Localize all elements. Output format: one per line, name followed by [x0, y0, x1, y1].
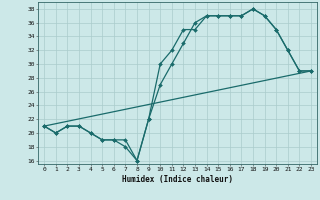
X-axis label: Humidex (Indice chaleur): Humidex (Indice chaleur) — [122, 175, 233, 184]
